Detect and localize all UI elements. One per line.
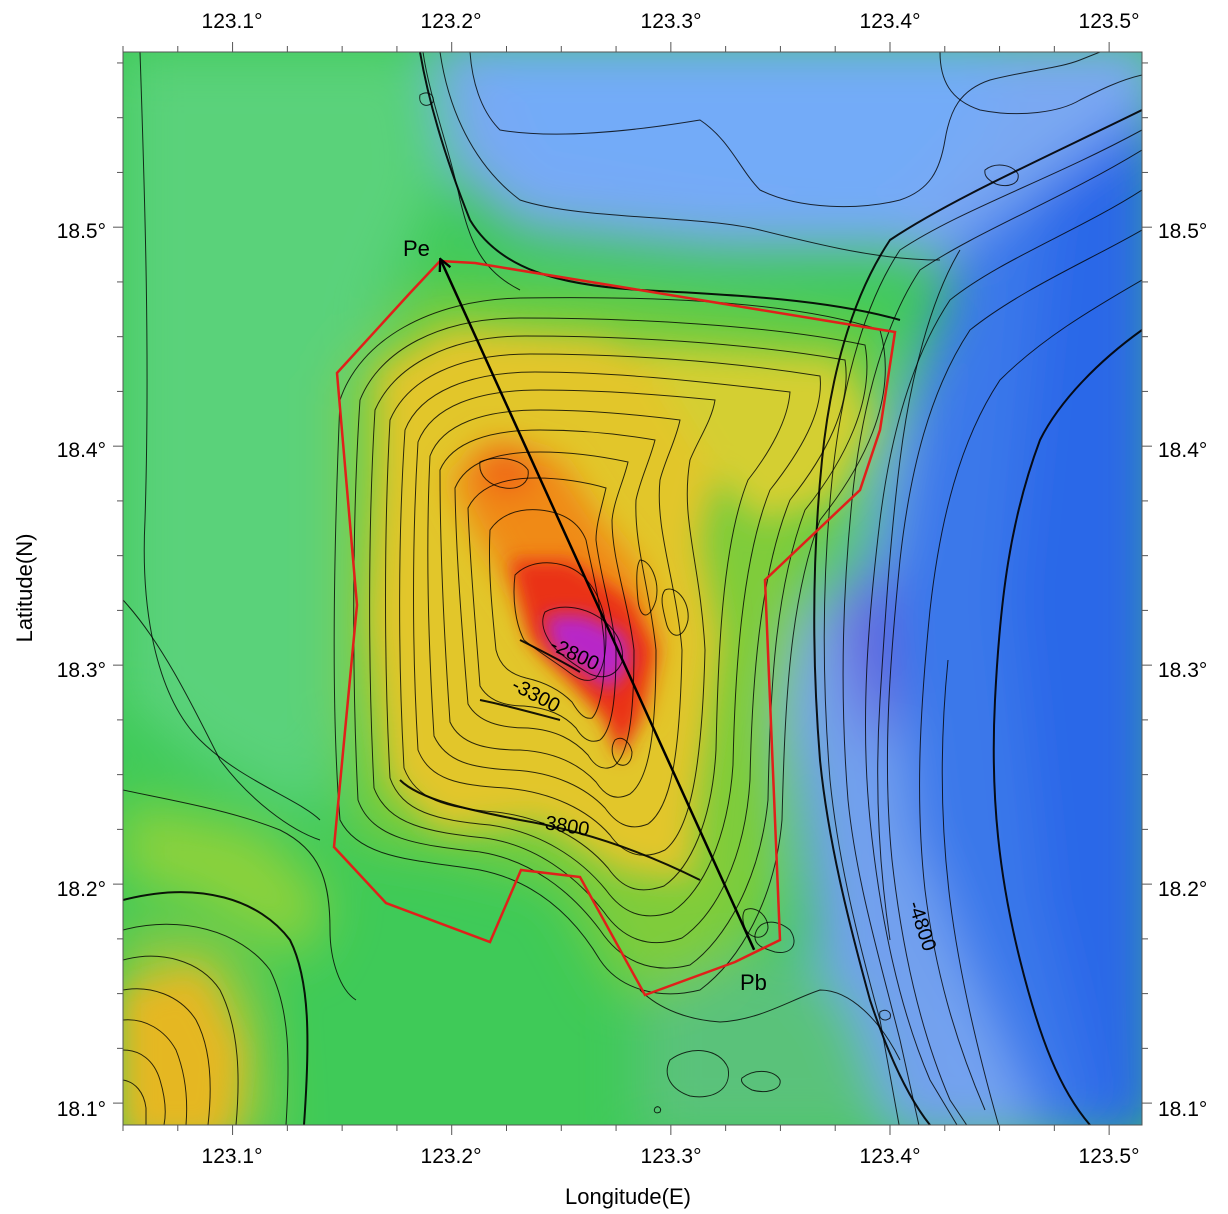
- lat-tick-label-left: 18.5°: [57, 220, 106, 243]
- study-area-boundary: [332, 259, 897, 997]
- lat-tick-label-right: 18.1°: [1158, 1098, 1207, 1121]
- lon-tick-label-top: 123.2°: [421, 10, 482, 33]
- contour-lines: [123, 52, 1142, 1125]
- axis-ticks: [113, 42, 1152, 1135]
- lat-tick-label-left: 18.3°: [57, 659, 106, 682]
- lat-tick-label-right: 18.4°: [1158, 439, 1207, 462]
- lon-tick-label-top: 123.4°: [860, 10, 921, 33]
- lon-tick-label-top: 123.3°: [641, 10, 702, 33]
- plot-frame: [122, 51, 1143, 1126]
- lat-tick-label-left: 18.4°: [57, 439, 106, 462]
- lon-tick-label-bottom: 123.4°: [860, 1145, 921, 1168]
- lon-tick-label-bottom: 123.3°: [641, 1145, 702, 1168]
- longitude-tick-labels: 123.1° 123.2° 123.3° 123.4° 123.5° 123.1…: [202, 10, 1140, 1168]
- lat-tick-label-left: 18.1°: [57, 1098, 106, 1121]
- profile-end-label: Pe: [403, 236, 430, 261]
- latitude-tick-labels: 18.5° 18.4° 18.3° 18.2° 18.1° 18.5° 18.4…: [57, 220, 1208, 1121]
- lat-tick-label-right: 18.5°: [1158, 220, 1207, 243]
- profile-line: [441, 260, 756, 951]
- y-axis-title: Latitude(N): [12, 534, 37, 643]
- profile-start-label: Pb: [740, 970, 767, 995]
- x-axis-title: Longitude(E): [565, 1184, 691, 1209]
- lat-tick-label-right: 18.2°: [1158, 878, 1207, 901]
- lon-tick-label-top: 123.5°: [1079, 10, 1140, 33]
- lon-tick-label-bottom: 123.5°: [1079, 1145, 1140, 1168]
- lat-tick-label-right: 18.3°: [1158, 659, 1207, 682]
- lat-tick-label-left: 18.2°: [57, 878, 106, 901]
- lon-tick-label-top: 123.1°: [202, 10, 263, 33]
- lon-tick-label-bottom: 123.1°: [202, 1145, 263, 1168]
- lon-tick-label-bottom: 123.2°: [421, 1145, 482, 1168]
